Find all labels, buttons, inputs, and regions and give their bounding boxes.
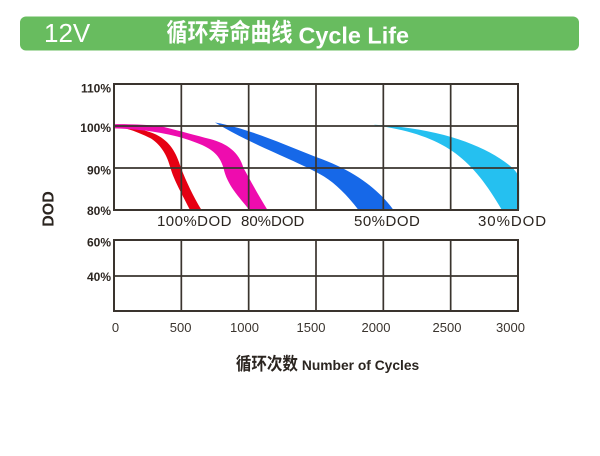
svg-text:80%: 80% bbox=[87, 204, 111, 218]
svg-text:60%: 60% bbox=[87, 236, 111, 250]
svg-text:90%: 90% bbox=[87, 164, 111, 178]
svg-text:100%: 100% bbox=[80, 121, 111, 135]
svg-text:3000: 3000 bbox=[496, 320, 525, 335]
svg-text:100%DOD: 100%DOD bbox=[157, 213, 232, 230]
svg-text:50%DOD: 50%DOD bbox=[354, 213, 420, 230]
svg-text:1500: 1500 bbox=[297, 320, 326, 335]
svg-text:30%DOD: 30%DOD bbox=[478, 213, 547, 230]
svg-text:80%DOD: 80%DOD bbox=[241, 213, 305, 230]
svg-text:Cycle Life: Cycle Life bbox=[299, 22, 410, 48]
svg-text:2500: 2500 bbox=[433, 320, 462, 335]
svg-text:1000: 1000 bbox=[230, 320, 259, 335]
svg-text:500: 500 bbox=[170, 320, 192, 335]
svg-text:Number of Cycles: Number of Cycles bbox=[302, 358, 420, 373]
svg-text:0: 0 bbox=[112, 320, 119, 335]
svg-text:DOD: DOD bbox=[41, 191, 58, 227]
svg-text:2000: 2000 bbox=[362, 320, 391, 335]
svg-text:12V: 12V bbox=[44, 18, 91, 48]
svg-text:40%: 40% bbox=[87, 270, 111, 284]
svg-text:110%: 110% bbox=[81, 82, 111, 96]
